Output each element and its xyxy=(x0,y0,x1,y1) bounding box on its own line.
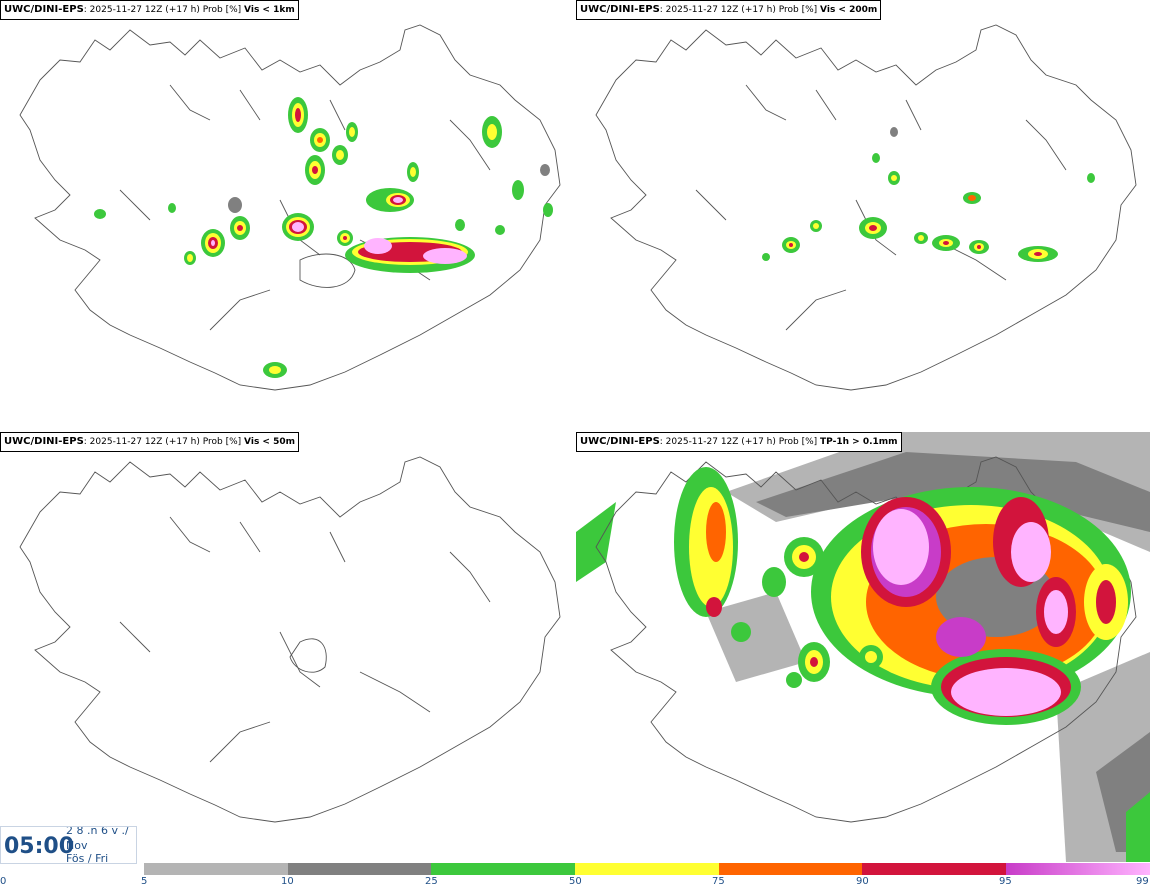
map-panel-vis-50m: UWC/DINI-EPS: 2025-11-27 12Z (+17 h) Pro… xyxy=(0,432,574,862)
model-name: UWC/DINI-EPS xyxy=(4,436,84,447)
run-info: : 2025-11-27 12Z (+17 h) Prob [%] xyxy=(659,437,818,447)
iceland-outline xyxy=(19,456,561,823)
colorbar-tick: 75 xyxy=(712,876,725,887)
colorbar-tick: 99 xyxy=(1136,876,1149,887)
run-info: : 2025-11-27 12Z (+17 h) Prob [%] xyxy=(83,5,242,15)
colorbar-segment xyxy=(1006,863,1150,875)
colorbar-segment xyxy=(144,863,288,875)
iceland-map-2 xyxy=(595,24,1137,391)
colorbar-tick: 95 xyxy=(999,876,1012,887)
iceland-outline xyxy=(595,456,1137,823)
model-name: UWC/DINI-EPS xyxy=(580,4,660,15)
colorbar-tick: 50 xyxy=(569,876,582,887)
panel-title: UWC/DINI-EPS: 2025-11-27 12Z (+17 h) Pro… xyxy=(0,0,299,20)
run-info: : 2025-11-27 12Z (+17 h) Prob [%] xyxy=(659,5,818,15)
map-panel-vis-1km: UWC/DINI-EPS: 2025-11-27 12Z (+17 h) Pro… xyxy=(0,0,574,430)
valid-month: Nov xyxy=(66,839,88,852)
map-panel-vis-200m: UWC/DINI-EPS: 2025-11-27 12Z (+17 h) Pro… xyxy=(576,0,1150,430)
colorbar-segment xyxy=(719,863,862,875)
variable-label: Vis < 50m xyxy=(244,437,296,447)
valid-date: 2 8 .n 6 v ./ xyxy=(66,826,129,837)
iceland-map-1 xyxy=(19,24,561,391)
probability-blobs xyxy=(94,97,553,378)
colorbar-tick: 5 xyxy=(141,876,148,887)
colorbar-segment xyxy=(431,863,575,875)
panel-title: UWC/DINI-EPS: 2025-11-27 12Z (+17 h) Pro… xyxy=(576,432,902,452)
variable-label: Vis < 1km xyxy=(244,5,295,15)
valid-time: 05:00 xyxy=(4,834,75,859)
probability-colorbar xyxy=(144,863,1150,875)
panel-title: UWC/DINI-EPS: 2025-11-27 12Z (+17 h) Pro… xyxy=(576,0,882,20)
iceland-outline xyxy=(595,24,1137,391)
iceland-map-4 xyxy=(576,432,1150,862)
variable-label: Vis < 200m xyxy=(820,5,878,15)
iceland-outline xyxy=(19,24,561,391)
colorbar-tick: 10 xyxy=(281,876,294,887)
run-info: : 2025-11-27 12Z (+17 h) Prob [%] xyxy=(83,437,242,447)
panel-title: UWC/DINI-EPS: 2025-11-27 12Z (+17 h) Pro… xyxy=(0,432,300,452)
colorbar-tick: 90 xyxy=(856,876,869,887)
probability-blobs xyxy=(762,127,1095,262)
colorbar-segment xyxy=(575,863,719,875)
colorbar-tick: 25 xyxy=(425,876,438,887)
model-name: UWC/DINI-EPS xyxy=(4,4,84,15)
model-name: UWC/DINI-EPS xyxy=(580,436,660,447)
colorbar-tick: 0 xyxy=(0,876,7,887)
variable-label: TP-1h > 0.1mm xyxy=(820,437,898,447)
colorbar-segment xyxy=(862,863,1006,875)
valid-weekday: Fös / Fri xyxy=(66,852,109,864)
map-panel-tp-1h: UWC/DINI-EPS: 2025-11-27 12Z (+17 h) Pro… xyxy=(576,432,1150,862)
iceland-map-3 xyxy=(19,456,561,823)
valid-time-box: 05:00 2 8 .n 6 v ./ Nov Fös / Fri xyxy=(0,826,137,864)
probability-blobs xyxy=(674,467,1131,725)
colorbar-segment xyxy=(288,863,431,875)
